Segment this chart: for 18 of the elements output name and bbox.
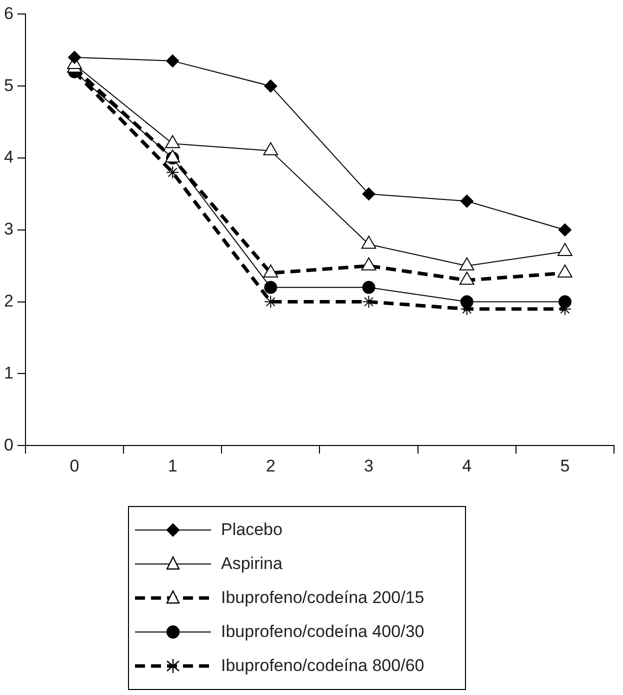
x-tick-label: 2 <box>266 456 276 476</box>
x-tick-label: 5 <box>560 456 570 476</box>
legend-label: Placebo <box>221 520 282 540</box>
y-tick-label: 0 <box>4 435 14 454</box>
y-tick-label: 4 <box>4 148 14 167</box>
x-tick-label: 1 <box>168 456 178 476</box>
y-tick-label: 1 <box>4 363 14 382</box>
legend-label: Aspirina <box>221 554 282 574</box>
x-tick-label: 0 <box>70 456 80 476</box>
y-tick-label: 2 <box>4 291 14 310</box>
legend-label: Ibuprofeno/codeína 800/60 <box>221 656 424 676</box>
y-tick-label: 5 <box>4 76 14 95</box>
y-tick-label: 6 <box>4 4 14 23</box>
x-tick-label: 3 <box>364 456 374 476</box>
x-tick-label: 4 <box>462 456 472 476</box>
legend-label: Ibuprofeno/codeína 400/30 <box>221 622 424 642</box>
y-tick-label: 3 <box>4 220 14 239</box>
legend-label: Ibuprofeno/codeína 200/15 <box>221 588 424 608</box>
